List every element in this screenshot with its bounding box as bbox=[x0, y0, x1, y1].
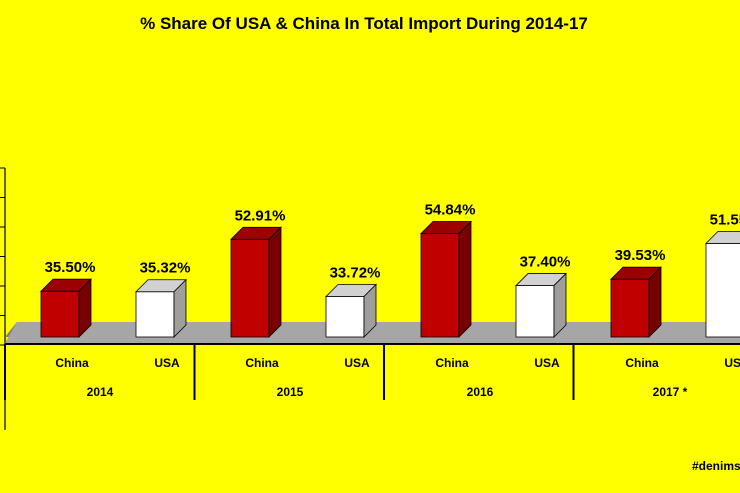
bar-usa-2016 bbox=[515, 272, 567, 338]
data-label: 35.50% bbox=[45, 259, 96, 276]
bar-front bbox=[705, 242, 740, 338]
watermark-text: #denims bbox=[692, 459, 740, 473]
series-tick-label: China bbox=[55, 356, 89, 370]
group-tick-label: 2014 bbox=[87, 385, 114, 399]
bar-front bbox=[610, 278, 650, 338]
data-label: 37.40% bbox=[520, 254, 571, 271]
bar-usa-2015 bbox=[325, 283, 377, 338]
data-label: 51.55% bbox=[710, 211, 740, 228]
bar-front bbox=[420, 233, 460, 338]
data-label: 35.32% bbox=[140, 260, 191, 277]
bar-front bbox=[230, 238, 270, 338]
data-label: 39.53% bbox=[615, 247, 666, 264]
series-tick-label: USA bbox=[344, 356, 370, 370]
bar-side bbox=[268, 226, 282, 338]
series-tick-label: China bbox=[435, 356, 469, 370]
series-tick-label: China bbox=[625, 356, 659, 370]
bar-front bbox=[135, 291, 175, 338]
chart-title: % Share Of USA & China In Total Import D… bbox=[140, 14, 588, 33]
series-tick-label: USA bbox=[534, 356, 560, 370]
bar-china-2014 bbox=[40, 278, 92, 338]
group-tick-label: 2016 bbox=[467, 385, 494, 399]
bar-top bbox=[705, 230, 740, 244]
bar-side bbox=[648, 266, 662, 338]
bar-china-2017 bbox=[610, 266, 662, 338]
bar-side bbox=[458, 220, 472, 338]
bar-china-2015 bbox=[230, 226, 282, 338]
bar-side bbox=[78, 278, 92, 338]
bar-side bbox=[173, 278, 187, 338]
group-tick-label: 2017 * bbox=[653, 385, 688, 399]
bar-side bbox=[363, 283, 377, 338]
data-label: 52.91% bbox=[235, 207, 286, 224]
series-tick-label: USA bbox=[724, 356, 740, 370]
bar-china-2016 bbox=[420, 220, 472, 338]
bar-usa-2014 bbox=[135, 278, 187, 338]
data-label: 33.72% bbox=[330, 265, 381, 282]
group-tick-label: 2015 bbox=[277, 385, 304, 399]
bar-front bbox=[325, 296, 365, 338]
data-label: 54.84% bbox=[425, 202, 476, 219]
series-tick-label: USA bbox=[154, 356, 180, 370]
series-tick-label: China bbox=[245, 356, 279, 370]
bar-usa-2017 bbox=[705, 230, 740, 338]
bar-front bbox=[40, 290, 80, 338]
bar-side bbox=[553, 272, 567, 338]
bar-front bbox=[515, 285, 555, 338]
